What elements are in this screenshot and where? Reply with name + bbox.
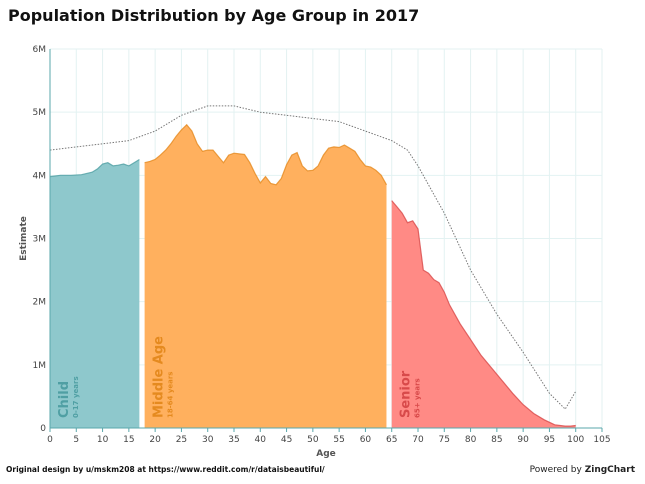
x-tick-label: 25 — [176, 435, 187, 445]
zingchart-brand: ZingChart — [584, 465, 635, 475]
x-tick-label: 75 — [439, 435, 450, 445]
y-tick-label: 2M — [33, 298, 47, 308]
area-senior — [391, 200, 576, 428]
x-tick-label: 105 — [593, 435, 610, 445]
chart-title: Population Distribution by Age Group in … — [8, 6, 420, 25]
credit-text: Original design by u/mskm208 at https://… — [6, 465, 325, 474]
x-tick-label: 50 — [307, 435, 319, 445]
powered-prefix: Powered by — [529, 465, 585, 475]
y-tick-label: 1M — [33, 361, 47, 371]
group-range-child: 0-17 years — [72, 376, 80, 418]
y-tick-label: 3M — [33, 235, 47, 245]
age-group-areas — [49, 123, 576, 429]
group-label-senior: Senior — [399, 370, 414, 418]
area-middle-age — [144, 124, 387, 429]
x-tick-label: 45 — [281, 435, 292, 445]
x-tick-label: 55 — [333, 435, 344, 445]
area-outline — [49, 158, 140, 178]
y-tick-label: 0 — [40, 424, 46, 434]
x-tick-label: 90 — [517, 435, 529, 445]
x-tick-label: 100 — [567, 435, 584, 445]
x-tick-label: 0 — [47, 435, 53, 445]
axes: 0 5 10 15 20 25 30 35 40 45 50 55 60 65 70 75 80 85 90 95 10… — [19, 45, 611, 459]
area-outline — [144, 123, 388, 186]
x-tick-label: 70 — [412, 435, 424, 445]
area-child — [50, 159, 140, 428]
x-tick-label: 10 — [97, 435, 109, 445]
group-range-middle-age: 18-64 years — [167, 372, 175, 418]
y-axis-title: Estimate — [19, 216, 29, 261]
group-label-middle-age: Middle Age — [152, 336, 167, 418]
x-tick-label: 60 — [360, 435, 372, 445]
group-labels: Child 0-17 years Middle Age 18-64 years Seni… — [57, 336, 422, 418]
x-tick-label: 65 — [386, 435, 397, 445]
group-label-child: Child — [57, 381, 72, 418]
x-tick-label: 30 — [202, 435, 214, 445]
x-tick-label: 35 — [228, 435, 239, 445]
area-outline — [391, 200, 576, 427]
x-tick-label: 15 — [123, 435, 134, 445]
x-tick-label: 5 — [73, 435, 79, 445]
x-tick-label: 85 — [491, 435, 502, 445]
x-tick-label: 40 — [255, 435, 267, 445]
y-tick-label: 6M — [33, 45, 47, 55]
y-tick-label: 5M — [33, 108, 47, 118]
x-tick-label: 20 — [149, 435, 161, 445]
x-tick-label: 95 — [544, 435, 555, 445]
y-tick-label: 4M — [33, 171, 47, 181]
powered-by[interactable]: Powered by ZingChart — [530, 465, 635, 475]
x-axis-title: Age — [316, 449, 336, 459]
x-tick-label: 80 — [465, 435, 477, 445]
group-range-senior: 65+ years — [414, 378, 422, 418]
